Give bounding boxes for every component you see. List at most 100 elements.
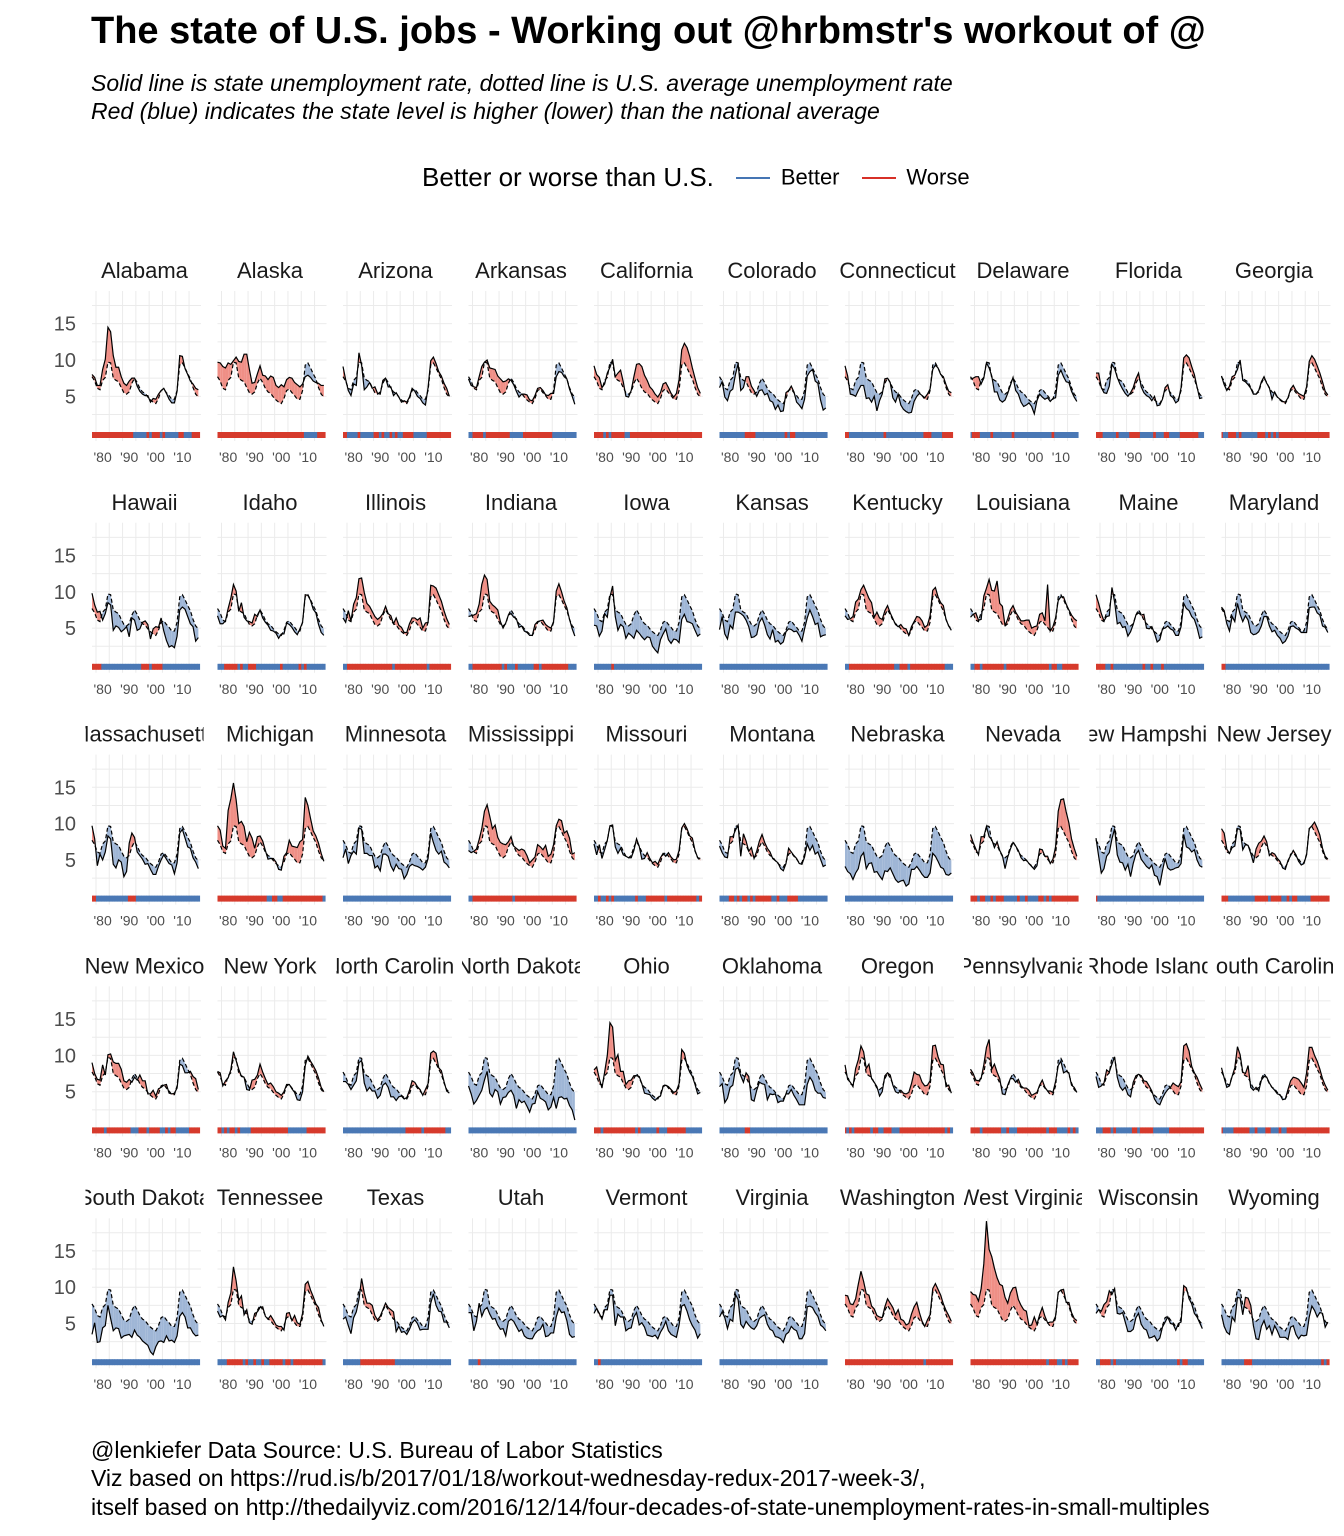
indicator-segment	[418, 432, 422, 438]
better-area	[537, 1316, 541, 1331]
x-tick-label: '00	[272, 913, 290, 929]
indicator-segment	[1278, 895, 1282, 902]
indicator-segment	[608, 663, 612, 670]
indicator-segment	[1150, 432, 1154, 438]
indicator-segment	[1056, 432, 1060, 438]
indicator-segment	[392, 1127, 396, 1134]
facet-label: Alabama	[101, 258, 189, 283]
indicator-segment	[1174, 1127, 1178, 1134]
better-area	[780, 402, 784, 412]
indicator-segment	[287, 432, 292, 438]
better-area	[343, 1303, 346, 1320]
better-area	[804, 1060, 808, 1105]
x-tick-label: '90	[1250, 681, 1268, 697]
better-area	[785, 1317, 789, 1335]
indicator-segment	[448, 1127, 452, 1134]
indicator-segment	[1286, 432, 1290, 438]
better-area	[655, 633, 658, 653]
indicator-segment	[1307, 895, 1311, 902]
indicator-segment	[1195, 895, 1199, 902]
indicator-segment	[1225, 1127, 1229, 1134]
indicator-segment	[538, 1127, 543, 1134]
better-area	[343, 840, 346, 858]
better-area	[137, 1309, 140, 1338]
indicator-segment	[971, 663, 975, 670]
indicator-segment	[541, 895, 545, 902]
indicator-segment	[795, 1127, 799, 1134]
indicator-segment	[162, 1359, 166, 1366]
indicator-segment	[1177, 663, 1181, 670]
indicator-segment	[758, 1127, 762, 1134]
indicator-segment	[368, 1359, 372, 1366]
indicator-segment	[974, 895, 978, 902]
indicator-segment	[771, 1127, 775, 1134]
indicator-segment	[821, 663, 825, 670]
indicator-segment	[346, 1127, 351, 1134]
facet-label: Texas	[367, 1185, 424, 1210]
y-tick-label: 10	[54, 1277, 76, 1299]
indicator-segment	[298, 1359, 302, 1366]
better-area	[479, 1072, 482, 1096]
indicator-segment	[376, 895, 380, 902]
indicator-segment	[1169, 432, 1173, 438]
better-area	[777, 1327, 781, 1339]
indicator-segment	[1305, 1127, 1309, 1134]
indicator-segment	[365, 1359, 369, 1366]
indicator-segment	[370, 432, 374, 438]
better-area	[927, 854, 931, 878]
indicator-segment	[985, 663, 989, 670]
worse-area	[999, 603, 1003, 625]
indicator-segment	[429, 1127, 433, 1134]
better-area	[641, 851, 645, 860]
better-area	[433, 826, 437, 851]
indicator-segment	[627, 1127, 631, 1134]
indicator-segment	[886, 895, 890, 902]
indicator-segment	[258, 432, 262, 438]
better-area	[438, 1301, 442, 1312]
indicator-segment	[357, 663, 361, 670]
x-tick-label: '10	[801, 681, 819, 697]
indicator-segment	[125, 895, 129, 902]
worse-area	[1071, 838, 1075, 858]
indicator-segment	[608, 895, 612, 902]
indicator-segment	[851, 432, 855, 438]
better-area	[673, 1326, 677, 1338]
indicator-segment	[410, 432, 414, 438]
indicator-segment	[488, 663, 492, 670]
worse-area	[495, 369, 498, 388]
indicator-segment	[987, 663, 991, 670]
indicator-segment	[549, 1127, 553, 1134]
indicator-segment	[643, 1359, 647, 1366]
indicator-segment	[509, 663, 513, 670]
better-area	[503, 1087, 506, 1098]
indicator-segment	[629, 432, 633, 438]
indicator-segment	[434, 663, 438, 670]
indicator-segment	[629, 1359, 633, 1366]
indicator-segment	[269, 1127, 273, 1134]
indicator-segment	[1281, 663, 1285, 670]
worse-area	[529, 859, 533, 868]
indicator-segment	[1249, 663, 1253, 670]
indicator-segment	[595, 1359, 599, 1366]
indicator-segment	[397, 895, 401, 902]
indicator-segment	[1221, 1127, 1224, 1134]
indicator-segment	[293, 663, 297, 670]
indicator-segment	[891, 432, 895, 438]
better-area	[505, 1078, 509, 1097]
indicator-segment	[616, 895, 620, 902]
better-area	[158, 1317, 162, 1342]
state-line	[217, 1051, 325, 1102]
x-tick-label: '10	[926, 449, 944, 465]
indicator-segment	[421, 663, 425, 670]
indicator-segment	[421, 1359, 425, 1366]
worse-area	[495, 607, 498, 620]
indicator-segment	[645, 1359, 649, 1366]
worse-area	[110, 331, 114, 379]
indicator-segment	[899, 895, 903, 902]
indicator-segment	[1228, 1127, 1232, 1134]
indicator-segment	[309, 432, 313, 438]
worse-area	[489, 367, 493, 381]
indicator-segment	[154, 1359, 158, 1366]
indicator-segment	[723, 895, 727, 902]
indicator-segment	[939, 663, 943, 670]
